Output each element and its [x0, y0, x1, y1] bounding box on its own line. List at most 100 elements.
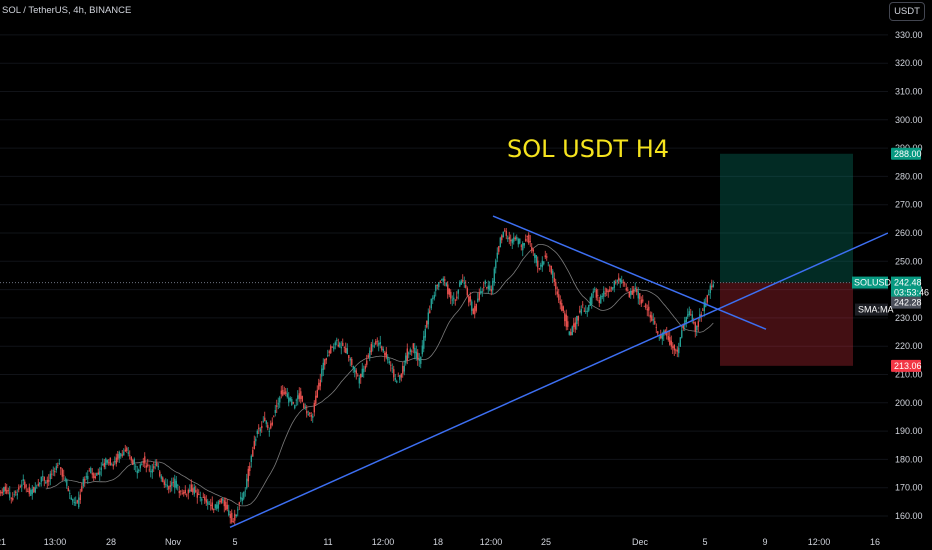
- candle-body: [477, 298, 479, 302]
- candle-body: [364, 366, 366, 369]
- candle-body: [58, 463, 60, 464]
- candle-body: [552, 270, 554, 279]
- candle-body: [454, 299, 456, 301]
- x-tick-label: 13:00: [44, 537, 67, 547]
- candle: [241, 492, 243, 505]
- candle: [115, 453, 117, 467]
- candle-body: [69, 493, 71, 494]
- candle-body: [660, 334, 662, 339]
- candle-body: [408, 352, 410, 355]
- candle: [702, 307, 704, 311]
- candle-body: [70, 497, 72, 500]
- candle-body: [169, 485, 171, 487]
- candle-body: [682, 323, 684, 329]
- candle: [246, 473, 248, 490]
- candle: [415, 345, 417, 361]
- candle-body: [306, 410, 308, 414]
- symbol-tag-text: SOLUSDT: [854, 278, 897, 288]
- candle-body: [559, 301, 561, 305]
- candle: [319, 373, 321, 391]
- candle: [529, 235, 531, 247]
- price-axis[interactable]: 160.00 170.00 180.00 190.00 200.00 210.00 220.…: [852, 0, 932, 550]
- candle-body: [460, 280, 462, 285]
- candle: [459, 280, 461, 288]
- candle: [126, 446, 128, 453]
- candle: [543, 261, 545, 266]
- candle-body: [16, 493, 18, 496]
- candle-body: [558, 294, 560, 301]
- candle-body: [651, 315, 653, 321]
- candle: [201, 497, 203, 505]
- candle: [121, 449, 123, 458]
- candle: [456, 291, 458, 301]
- candle: [223, 497, 225, 513]
- candle: [484, 279, 486, 287]
- candle: [604, 287, 606, 297]
- trendline[interactable]: [229, 232, 889, 529]
- candle-body: [615, 282, 617, 283]
- price-axis-bg: [888, 0, 932, 550]
- candle-body: [576, 316, 578, 324]
- candle-body: [42, 476, 44, 477]
- candle-body: [574, 322, 576, 330]
- candle-body: [430, 298, 432, 309]
- candle-body: [613, 280, 615, 288]
- candle: [385, 346, 387, 360]
- candle: [579, 305, 581, 314]
- candle-body: [112, 464, 114, 467]
- candle-body: [117, 454, 119, 460]
- candle-body: [121, 454, 123, 456]
- candle: [628, 291, 630, 298]
- candle: [205, 495, 207, 506]
- candle: [420, 356, 422, 369]
- candle: [343, 346, 345, 353]
- candle-body: [535, 255, 537, 263]
- candle-body: [49, 473, 51, 480]
- candle-body: [118, 451, 120, 459]
- candle: [274, 404, 276, 417]
- trendlines[interactable]: [229, 215, 889, 529]
- candle: [124, 444, 126, 452]
- candle-body: [159, 471, 161, 476]
- candle: [576, 315, 578, 330]
- candle: [687, 308, 689, 319]
- candle: [106, 459, 108, 465]
- target-price-tag-text: 288.00: [894, 149, 922, 159]
- candle: [363, 365, 365, 378]
- candle: [324, 358, 326, 370]
- candle: [196, 488, 198, 504]
- candle: [547, 261, 549, 267]
- candle-body: [9, 492, 11, 498]
- candle-body: [612, 287, 614, 290]
- candle-body: [573, 323, 575, 328]
- candle-body: [516, 236, 518, 240]
- candle: [625, 283, 627, 292]
- candle: [234, 509, 236, 526]
- candle-body: [285, 391, 287, 394]
- candle: [364, 363, 366, 372]
- candle-body: [381, 346, 383, 350]
- candle: [451, 295, 453, 306]
- candle: [559, 295, 561, 310]
- candle-body: [397, 375, 399, 377]
- currency-button[interactable]: USDT: [889, 2, 925, 21]
- candle: [309, 412, 311, 417]
- candle: [133, 457, 135, 471]
- trendline[interactable]: [492, 215, 767, 330]
- candle: [190, 479, 192, 492]
- candle-body: [187, 489, 189, 494]
- time-axis[interactable]: 21 13:00 28 Nov 5 11 12:00 18 12:00 25 Dec 5 9 12:00 1…: [0, 537, 880, 547]
- candle-body: [271, 422, 273, 425]
- candle: [478, 288, 480, 302]
- candle-body: [658, 337, 660, 339]
- candle-body: [156, 462, 158, 467]
- candle-body: [196, 492, 198, 498]
- candle: [430, 298, 432, 311]
- candle-body: [367, 355, 369, 358]
- candle-body: [142, 462, 144, 464]
- candle-body: [531, 246, 533, 251]
- candle: [175, 475, 177, 490]
- candle: [667, 330, 669, 342]
- candle: [607, 289, 609, 298]
